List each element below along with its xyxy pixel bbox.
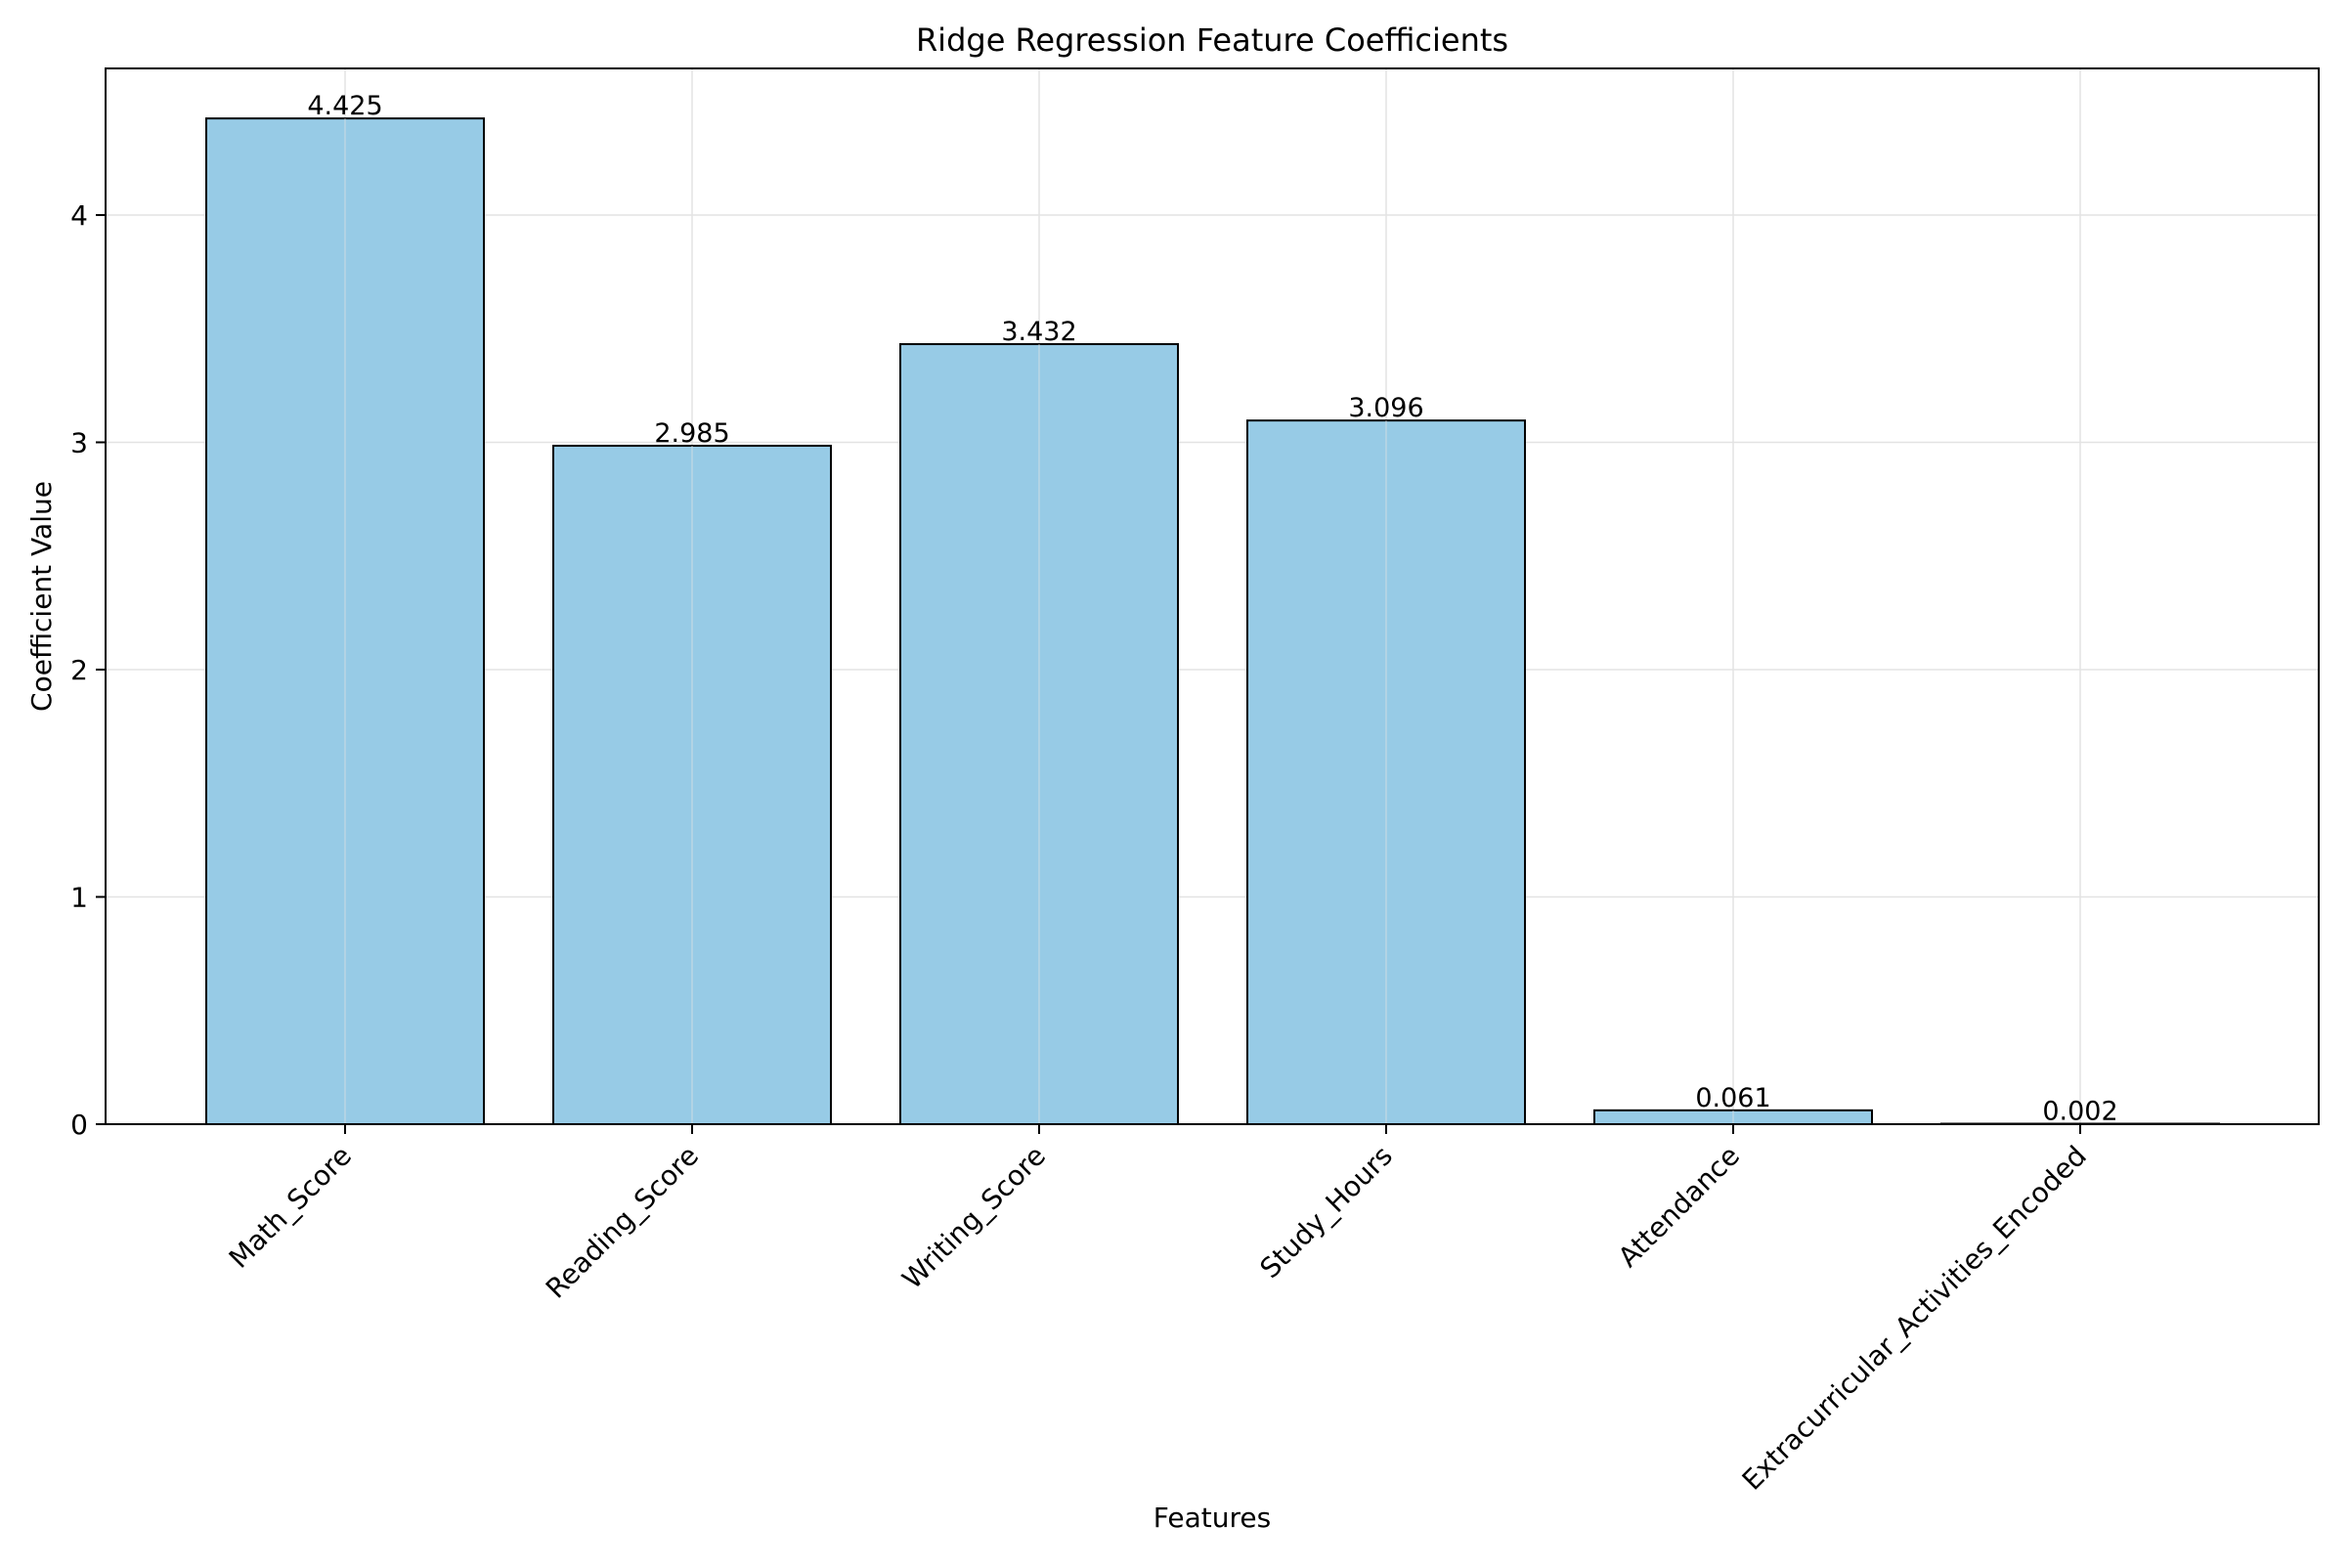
y-tick-label: 2	[70, 654, 88, 686]
value-label: 3.432	[1001, 317, 1076, 347]
value-labels: 4.425 2.985 3.432 3.096 0.061 0.002	[307, 91, 2117, 1126]
value-label: 3.096	[1348, 393, 1423, 423]
y-tick-label: 0	[70, 1109, 88, 1141]
x-axis-title: Features	[1153, 1502, 1271, 1534]
value-label: 0.002	[2042, 1097, 2117, 1127]
value-label: 0.061	[1695, 1083, 1770, 1113]
y-axis-ticks: 0 1 2 3 4	[70, 199, 106, 1141]
bars	[205, 117, 2220, 1126]
value-label: 4.425	[307, 91, 382, 121]
y-tick-label: 3	[70, 426, 88, 458]
y-axis-title: Coefficient Value	[25, 481, 58, 712]
y-tick-label: 4	[70, 199, 88, 232]
y-tick-label: 1	[70, 881, 88, 913]
chart-title: Ridge Regression Feature Coefficients	[916, 22, 1508, 59]
value-label: 2.985	[654, 418, 729, 449]
